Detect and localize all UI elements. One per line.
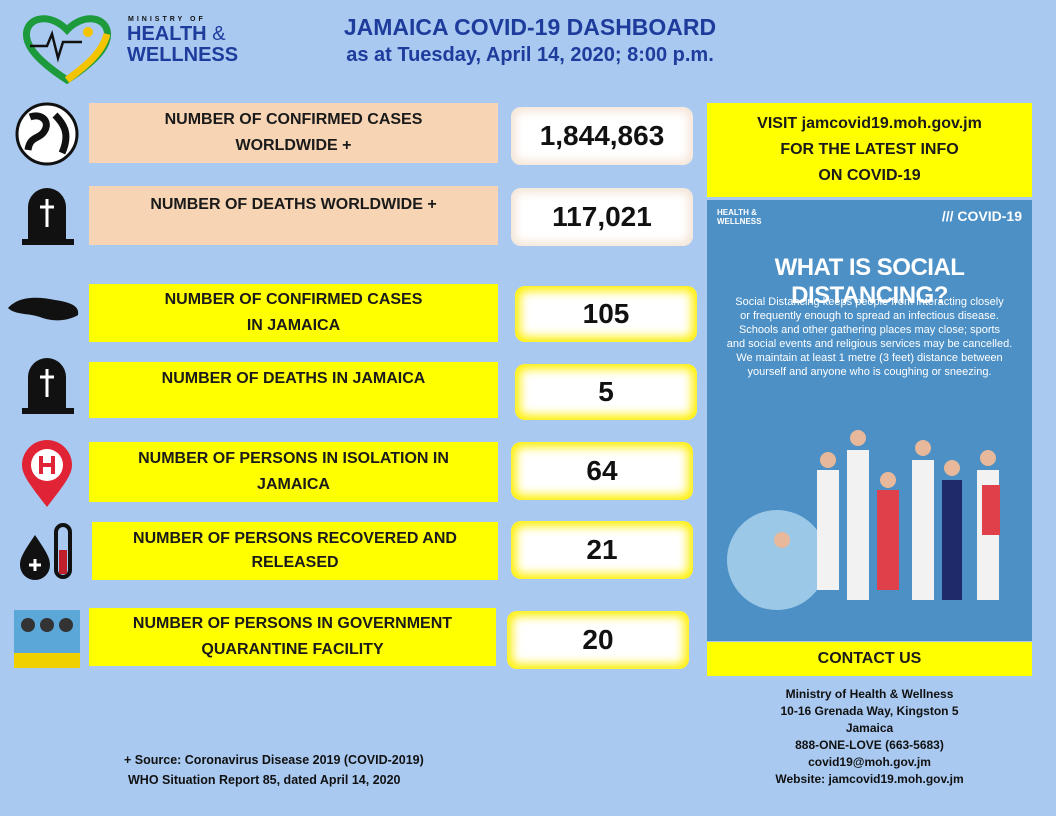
stat-label-line: WORLDWIDE + [235, 137, 352, 154]
stat-value: 5 [515, 364, 697, 420]
stat-label-line: NUMBER OF PERSONS IN ISOLATION IN [138, 450, 449, 467]
poster-body: Social Distancing keeps people from inte… [707, 295, 1032, 379]
visit-box: VISIT jamcovid19.moh.gov.jm FOR THE LATES… [707, 103, 1032, 197]
hospital-pin-icon [22, 440, 72, 507]
contact-line: covid19@moh.gov.jm [808, 755, 931, 769]
logo-text: HEALTH & [127, 24, 226, 44]
poster-body-line: Social Distancing keeps people from inte… [735, 296, 1004, 308]
stat-label-line: NUMBER OF PERSONS IN GOVERNMENT [132, 615, 453, 632]
globe-icon [15, 102, 79, 166]
stat-label: NUMBER OF DEATHS IN JAMAICA [89, 362, 498, 418]
logo-text: MINISTRY OF [128, 16, 206, 23]
poster-body-line: Schools and other gathering places may c… [738, 324, 1001, 336]
stat-label: NUMBER OF CONFIRMED CASES WORLDWIDE + [89, 103, 498, 163]
stat-label: NUMBER OF PERSONS RECOVERED AND RELEASED [92, 522, 498, 580]
visit-line: ON COVID-19 [818, 167, 921, 184]
logo-text: WELLNESS [127, 44, 239, 66]
poster-heading: WHAT IS SOCIAL DISTANCING? [774, 254, 965, 309]
stat-label-line: NUMBER OF DEATHS IN JAMAICA [161, 370, 426, 387]
stat-label: NUMBER OF PERSONS IN GOVERNMENT QUARANTIN… [89, 608, 496, 666]
poster-logo-line: HEALTH & [717, 208, 757, 217]
stat-label-line: NUMBER OF PERSONS RECOVERED AND [133, 530, 457, 547]
jamaica-icon [8, 297, 79, 321]
icons [8, 102, 80, 668]
poster-illustration [727, 430, 1000, 610]
stat-label-line: NUMBER OF CONFIRMED CASES [164, 111, 423, 128]
stat-value: 117,021 [511, 188, 693, 246]
contact-line: Jamaica [845, 721, 894, 735]
stat-value: 64 [511, 442, 693, 500]
logo-text: & [212, 23, 226, 45]
poster-body-line: We maintain at least 1 metre (3 feet) di… [736, 352, 1003, 364]
title: JAMAICA COVID-19 DASHBOARD [343, 14, 717, 40]
stat-label: NUMBER OF CONFIRMED CASES IN JAMAICA [89, 284, 498, 342]
stat-label-line: NUMBER OF CONFIRMED CASES [164, 291, 423, 308]
stat-value: 20 [507, 611, 689, 669]
stat-label-line: RELEASED [251, 554, 339, 571]
visit-line: VISIT jamcovid19.moh.gov.jm [757, 115, 982, 132]
poster-body-line: yourself and anyone who is coughing or s… [747, 366, 992, 378]
contact-line: Ministry of Health & Wellness [785, 687, 954, 701]
poster: HEALTH & WELLNESS /// COVID-19 WHAT IS SO… [707, 200, 1032, 641]
poster-body-line: and social events and religious services… [726, 338, 1013, 350]
contact-line: Website: jamcovid19.moh.gov.jm [775, 772, 964, 786]
source-line: WHO Situation Report 85, dated April 14,… [128, 773, 401, 787]
quarantine-image [14, 610, 80, 668]
subtitle: as at Tuesday, April 14, 2020; 8:00 p.m. [346, 44, 714, 66]
stat-label-line: QUARANTINE FACILITY [201, 641, 384, 658]
stat-label-line: NUMBER OF DEATHS WORLDWIDE + [150, 196, 437, 213]
stat-label: NUMBER OF PERSONS IN ISOLATION IN JAMAICA [89, 442, 498, 502]
contact-line: 10-16 Grenada Way, Kingston 5 [780, 704, 959, 718]
logo-icon [22, 15, 112, 84]
stat-value: 105 [515, 286, 697, 342]
source-note: + Source: Coronavirus Disease 2019 (COVI… [124, 750, 424, 790]
stat-label: NUMBER OF DEATHS WORLDWIDE + [89, 186, 498, 245]
logo-text: HEALTH [127, 23, 207, 45]
poster-logo-line: WELLNESS [717, 217, 762, 226]
visit-line: FOR THE LATEST INFO [780, 141, 959, 158]
poster-body-line: or frequently enough to spread an infect… [740, 310, 999, 322]
contact-heading: CONTACT US [707, 642, 1032, 676]
stat-label-line: IN JAMAICA [246, 317, 341, 334]
poster-logo: HEALTH & WELLNESS [717, 208, 761, 226]
tombstone-icon [22, 188, 74, 245]
poster-tag: /// COVID-19 [941, 208, 1022, 224]
contact-details: Ministry of Health & Wellness 10-16 Grena… [707, 686, 1032, 788]
contact-line: 888-ONE-LOVE (663-5683) [795, 738, 944, 752]
tombstone-icon [22, 358, 74, 414]
stat-value: 21 [511, 521, 693, 579]
blood-icon [20, 523, 72, 580]
source-line: + Source: Coronavirus Disease 2019 (COVI… [124, 753, 424, 767]
stat-label-line: JAMAICA [257, 476, 330, 493]
stat-value: 1,844,863 [511, 107, 693, 165]
